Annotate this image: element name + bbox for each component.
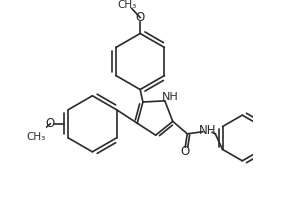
- Text: O: O: [181, 145, 190, 158]
- Text: O: O: [135, 11, 145, 24]
- Text: CH₃: CH₃: [27, 132, 46, 142]
- Text: CH₃: CH₃: [117, 0, 136, 11]
- Text: O: O: [46, 117, 55, 130]
- Text: NH: NH: [199, 124, 217, 137]
- Text: NH: NH: [162, 92, 179, 102]
